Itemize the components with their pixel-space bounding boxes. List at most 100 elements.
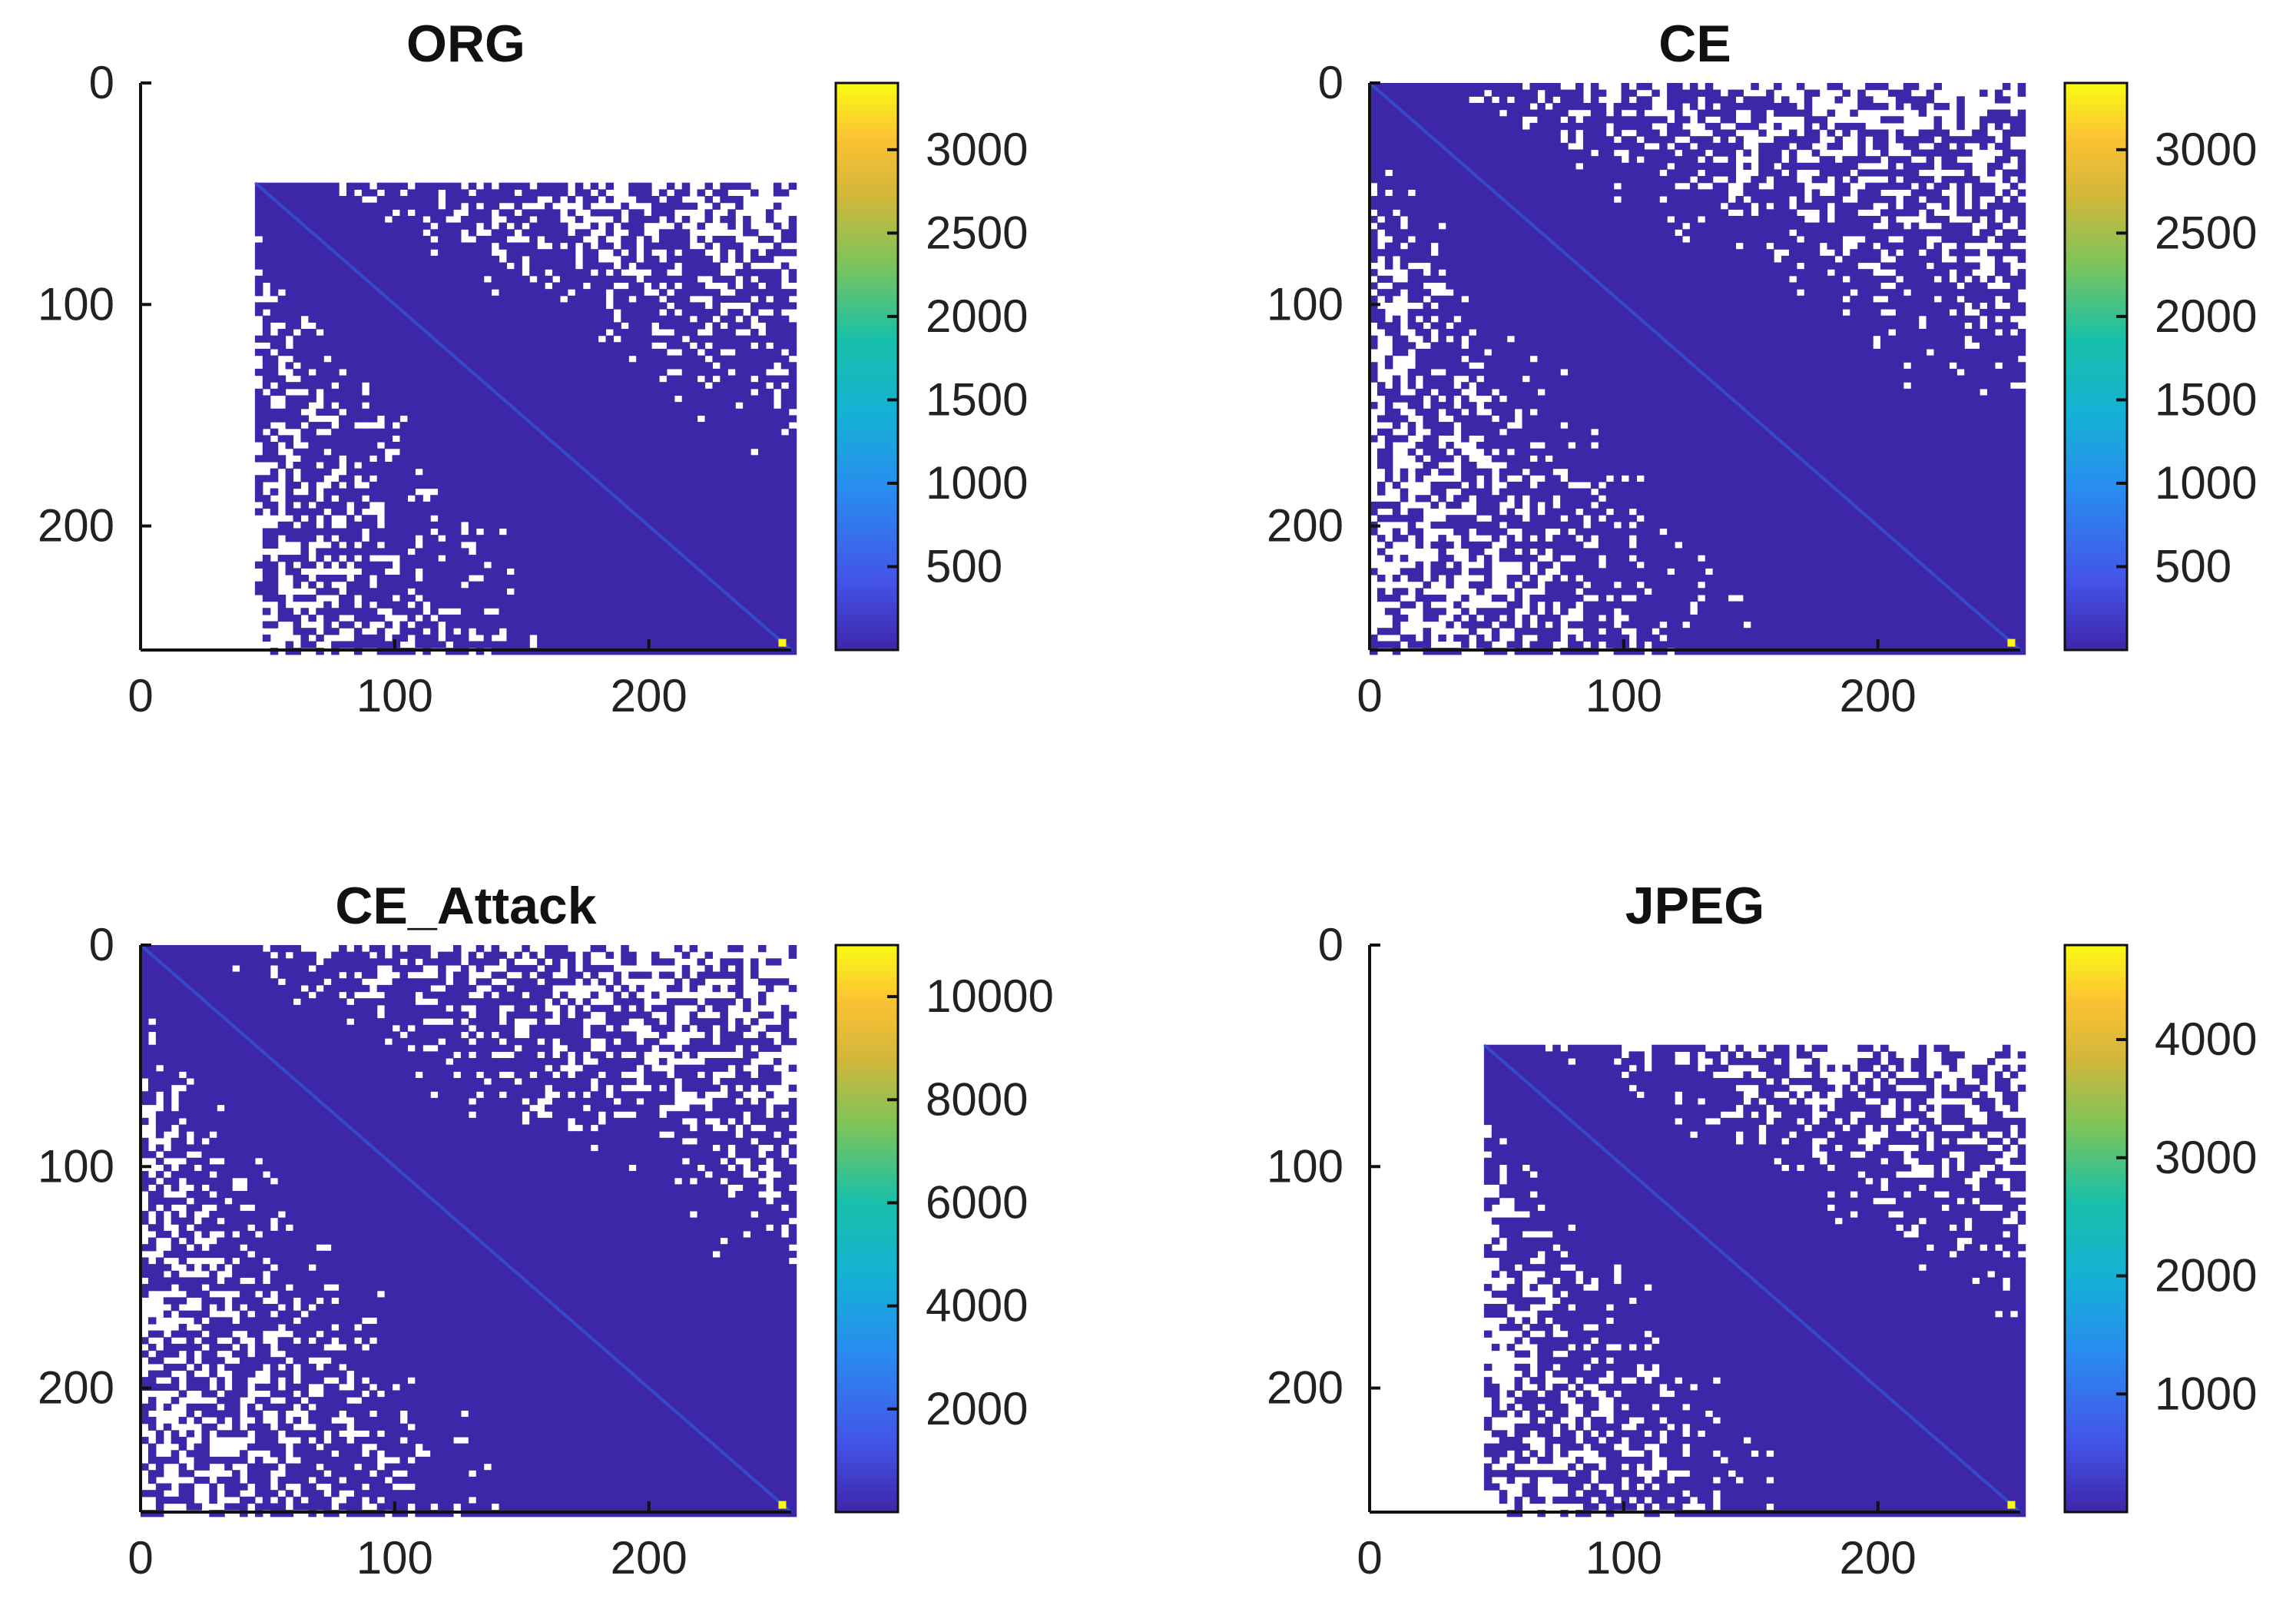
heatmap-cell: [582, 568, 591, 575]
heatmap-cell: [757, 395, 767, 403]
heatmap-cell: [308, 422, 316, 430]
heatmap-cell: [452, 249, 462, 257]
heatmap-cell: [323, 375, 332, 383]
heatmap-cell: [331, 461, 340, 469]
heatmap-cell: [514, 342, 522, 350]
heatmap-cell: [376, 548, 386, 556]
heatmap-cell: [720, 215, 728, 224]
heatmap-cell: [339, 235, 347, 244]
heatmap-cell: [460, 388, 469, 396]
heatmap-cell: [316, 302, 324, 310]
heatmap-cell: [1499, 156, 1508, 164]
heatmap-cell: [323, 222, 332, 230]
heatmap-cell: [399, 628, 409, 635]
heatmap-cell: [788, 455, 797, 463]
heatmap-cell: [788, 182, 797, 190]
heatmap-cell: [605, 581, 614, 589]
heatmap-cell: [522, 196, 530, 204]
heatmap-cell: [681, 348, 691, 357]
heatmap-cell: [559, 368, 568, 376]
heatmap-cell: [559, 541, 568, 549]
heatmap-cell: [308, 488, 316, 496]
heatmap-cell: [529, 209, 538, 217]
heatmap-cell: [415, 362, 423, 370]
heatmap-cell: [499, 495, 508, 502]
heatmap-cell: [1689, 136, 1698, 144]
heatmap-cell: [270, 362, 279, 370]
heatmap-cell: [262, 501, 271, 509]
heatmap-cell: [361, 548, 370, 556]
heatmap-cell: [628, 501, 637, 509]
heatmap-cell: [438, 548, 446, 556]
heatmap-cell: [430, 601, 439, 609]
heatmap-cell: [644, 408, 652, 416]
heatmap-cell: [689, 621, 698, 629]
heatmap-cell: [628, 209, 637, 217]
heatmap-cell: [254, 275, 263, 284]
heatmap-cell: [666, 196, 675, 204]
heatmap-cell: [475, 568, 485, 575]
heatmap-cell: [438, 541, 446, 549]
heatmap-cell: [422, 561, 431, 569]
heatmap-cell: [415, 621, 423, 629]
heatmap-cell: [369, 322, 378, 330]
heatmap-cell: [552, 328, 561, 337]
heatmap-cell: [552, 528, 561, 536]
heatmap-cell: [1377, 122, 1386, 131]
heatmap-cell: [636, 229, 644, 237]
heatmap-cell: [545, 262, 553, 270]
heatmap-cell: [376, 262, 386, 270]
heatmap-cell: [1430, 162, 1439, 171]
heatmap-cell: [605, 362, 614, 370]
heatmap-cell: [446, 368, 454, 376]
heatmap-cell: [468, 561, 477, 569]
heatmap-cell: [277, 275, 287, 284]
heatmap-cell: [522, 561, 530, 569]
heatmap-cell: [697, 588, 706, 595]
heatmap-cell: [361, 375, 370, 383]
heatmap-cell: [559, 594, 568, 602]
heatmap-cell: [452, 189, 462, 197]
heatmap-cell: [674, 614, 683, 622]
heatmap-cell: [353, 508, 363, 516]
heatmap-cell: [720, 608, 728, 615]
heatmap-cell: [483, 368, 492, 376]
heatmap-cell: [300, 202, 309, 210]
heatmap-cell: [491, 581, 500, 589]
heatmap-cell: [757, 362, 767, 370]
heatmap-cell: [468, 289, 477, 297]
heatmap-cell: [522, 342, 530, 350]
heatmap-cell: [666, 501, 675, 509]
heatmap-cell: [1552, 162, 1561, 171]
heatmap-cell: [522, 495, 530, 502]
heatmap-cell: [559, 302, 568, 310]
heatmap-cell: [621, 468, 629, 476]
heatmap-cell: [293, 568, 302, 575]
heatmap-cell: [514, 634, 522, 642]
heatmap-cell: [537, 229, 545, 237]
heatmap-cell: [559, 235, 568, 244]
heatmap-cell: [613, 515, 621, 522]
heatmap-cell: [438, 508, 446, 516]
heatmap-cell: [689, 508, 698, 516]
heatmap-cell: [735, 435, 744, 443]
heatmap-cell: [644, 255, 652, 264]
heatmap-cell: [559, 375, 568, 383]
heatmap-cell: [323, 362, 332, 370]
heatmap-cell: [384, 501, 393, 509]
heatmap-cell: [1880, 129, 1889, 137]
heatmap-cell: [376, 368, 386, 376]
heatmap-cell: [529, 362, 538, 370]
heatmap-cell: [743, 634, 751, 642]
heatmap-cell: [1788, 149, 1797, 157]
heatmap-cell: [598, 495, 607, 502]
heatmap-cell: [399, 215, 409, 224]
heatmap-cell: [1628, 102, 1638, 111]
heatmap-cell: [339, 202, 347, 210]
heatmap-cell: [590, 594, 599, 602]
heatmap-cell: [460, 328, 469, 337]
heatmap-cell: [788, 342, 797, 350]
heatmap-cell: [681, 368, 691, 376]
heatmap-cell: [369, 235, 378, 244]
colorbar-tick-label: 2500: [926, 207, 1028, 258]
